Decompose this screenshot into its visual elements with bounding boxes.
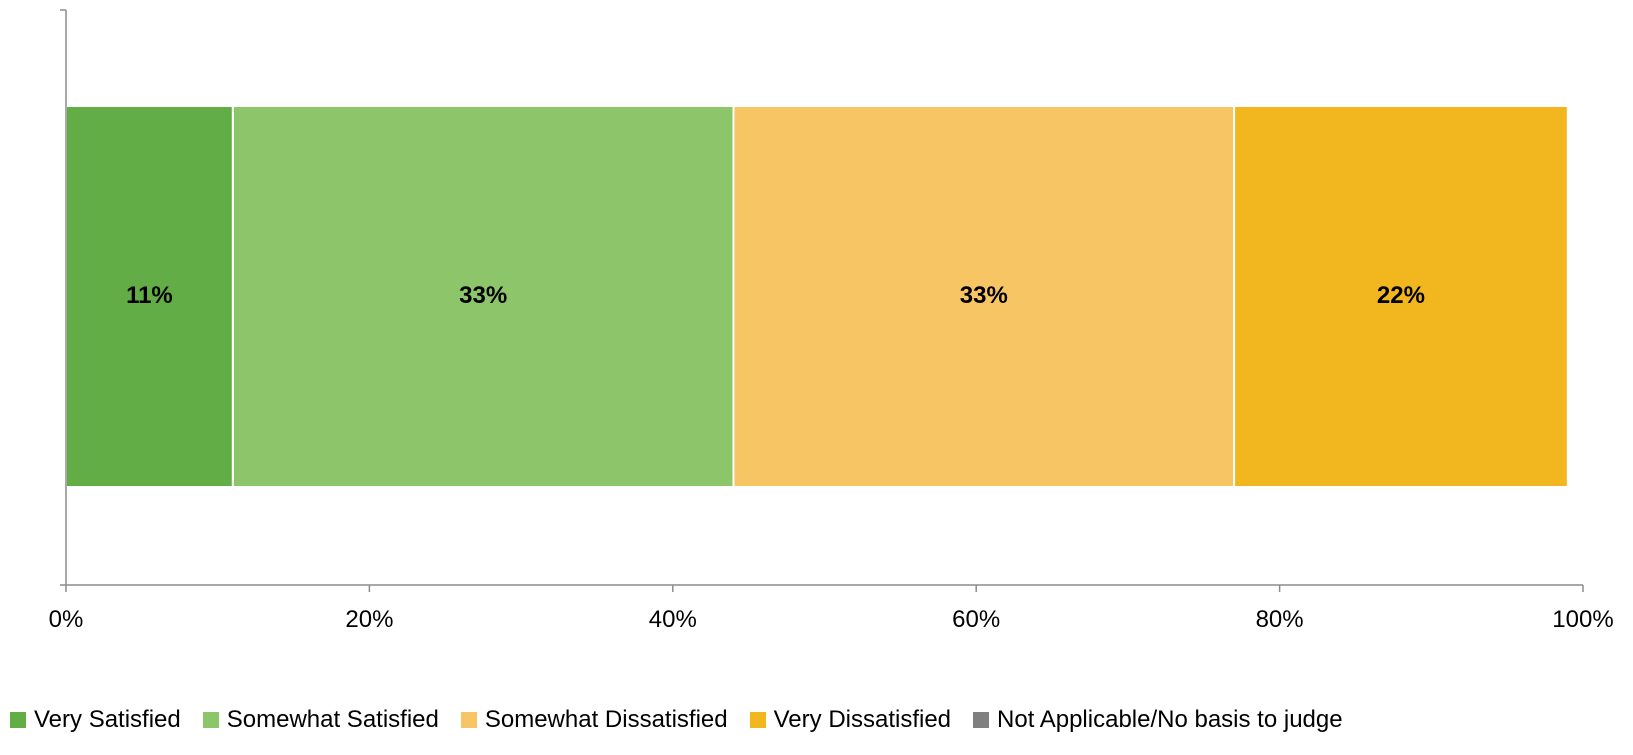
x-tick-label-5: 100% [1552, 606, 1613, 633]
legend-item-2: Somewhat Dissatisfied [460, 706, 728, 734]
data-label-0: 11% [126, 282, 173, 309]
x-tick-label-4: 80% [1256, 606, 1304, 633]
data-label-3: 22% [1377, 282, 1425, 309]
data-label-2: 33% [960, 282, 1008, 309]
x-tick-label-0: 0% [49, 606, 84, 633]
legend-label: Very Satisfied [34, 706, 181, 733]
legend-item-4: Not Applicable/No basis to judge [973, 706, 1343, 734]
legend-label: Not Applicable/No basis to judge [997, 706, 1343, 733]
bar-segment-3 [1233, 105, 1569, 488]
legend-label: Somewhat Satisfied [226, 706, 439, 733]
x-tick-label-1: 20% [345, 606, 393, 633]
axes [60, 9, 1583, 586]
legend-swatch [749, 712, 766, 728]
legend-swatch [10, 712, 26, 728]
bar-segment-1 [231, 105, 735, 488]
x-tick-label-2: 40% [649, 606, 697, 633]
stacked-bar-chart: 11% 33% 33% 22% 0% 20% 40% 60% 80% 100% [49, 9, 1614, 633]
legend-item-1: Somewhat Satisfied [202, 706, 439, 734]
legend-label: Very Dissatisfied [773, 706, 952, 733]
legend-label: Somewhat Dissatisfied [484, 706, 728, 733]
legend-item-3: Very Dissatisfied [749, 706, 952, 734]
legend-item-0: Very Satisfied [10, 706, 181, 734]
legend: Very Satisfied Somewhat Satisfied Somewhat… [10, 700, 1365, 740]
bar-segment-0 [65, 105, 234, 488]
bar-segment-2 [732, 105, 1236, 488]
bar-segments [65, 105, 1569, 488]
data-label-1: 33% [459, 282, 507, 309]
data-labels: 11% 33% 33% 22% [126, 282, 1425, 309]
x-tick-label-3: 60% [952, 606, 1000, 633]
legend-swatch [460, 712, 477, 728]
legend-swatch [202, 712, 219, 728]
x-axis-ticks: 0% 20% 40% 60% 80% 100% [49, 585, 1614, 633]
legend-swatch [973, 712, 990, 728]
